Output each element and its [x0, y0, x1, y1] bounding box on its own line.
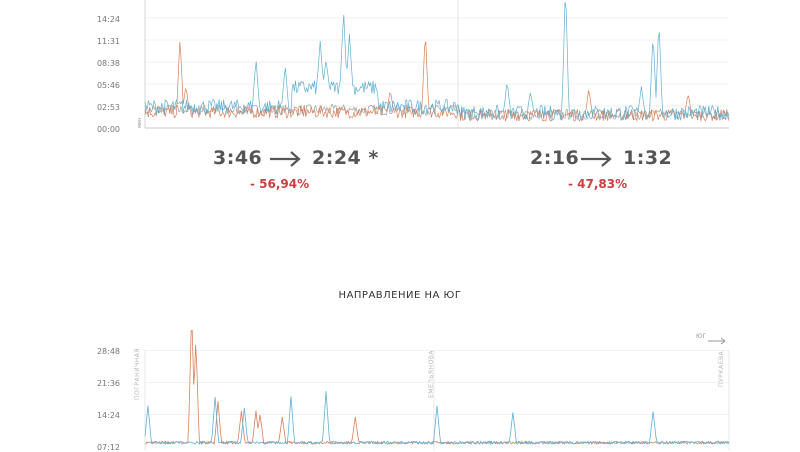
top-series-blue — [144, 1, 730, 122]
bottom-ytick-2: 21:36 — [96, 379, 120, 388]
bottom-series-orange — [144, 330, 730, 446]
top-ytick-4: 11:31 — [96, 37, 120, 46]
arrow-right-icon — [268, 150, 302, 168]
stat-2-from: 2:16 — [530, 147, 580, 169]
bottom-ytick-3: 28:48 — [96, 347, 120, 356]
top-series-orange — [144, 41, 730, 122]
stat-1-from: 3:46 — [213, 147, 263, 169]
stat-2-change: - 47,83% — [568, 177, 628, 191]
direction-label: ЮГ — [696, 333, 707, 340]
arrow-right-icon — [707, 332, 727, 350]
top-ytick-2: 05:46 — [96, 81, 120, 90]
arrow-right-icon — [579, 150, 613, 168]
bottom-ytick-0: 07:12 — [96, 443, 120, 452]
section-title: НАПРАВЛЕНИЕ НА ЮГ — [338, 290, 462, 301]
bottom-ytick-1: 14:24 — [96, 411, 120, 420]
top-ytick-0: 00:00 — [96, 125, 120, 134]
stat-1-to: 2:24 * — [312, 147, 379, 169]
top-chart — [144, 0, 730, 129]
stat-2-to: 1:32 — [623, 147, 673, 169]
top-ytick-5: 14:24 — [96, 15, 120, 24]
top-ytick-3: 08:38 — [96, 59, 120, 68]
stat-1-change: - 56,94% — [250, 177, 310, 191]
top-series-gray — [144, 103, 730, 121]
bottom-chart — [144, 330, 730, 450]
top-ytick-1: 02:53 — [96, 103, 120, 112]
bottom-series-blue — [144, 391, 730, 446]
